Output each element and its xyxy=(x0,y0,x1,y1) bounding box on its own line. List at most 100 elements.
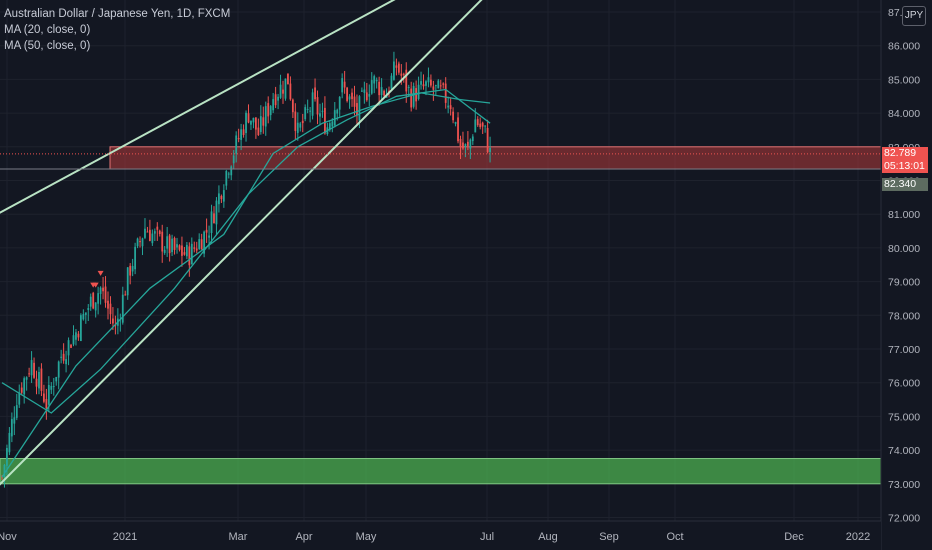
candle-body[interactable] xyxy=(13,417,16,424)
candle-body[interactable] xyxy=(208,235,210,238)
candle-body[interactable] xyxy=(198,239,201,249)
candle-body[interactable] xyxy=(43,393,45,402)
candle-body[interactable] xyxy=(341,78,344,93)
candle-body[interactable] xyxy=(393,61,395,80)
candle-body[interactable] xyxy=(104,286,107,303)
candle-body[interactable] xyxy=(363,89,366,93)
candle-body[interactable] xyxy=(358,96,361,121)
candle-body[interactable] xyxy=(153,231,156,234)
candle-body[interactable] xyxy=(70,344,72,348)
candle-body[interactable] xyxy=(151,233,154,244)
candle-body[interactable] xyxy=(462,142,464,149)
candle-body[interactable] xyxy=(471,136,474,142)
ma20-legend[interactable]: MA (20, close, 0) xyxy=(4,24,91,36)
candle-body[interactable] xyxy=(240,129,243,140)
candle-body[interactable] xyxy=(205,229,208,233)
candle-body[interactable] xyxy=(131,265,134,272)
candle-body[interactable] xyxy=(203,231,206,254)
candle-body[interactable] xyxy=(75,332,77,340)
candle-body[interactable] xyxy=(368,93,371,97)
candle-body[interactable] xyxy=(486,127,489,152)
candle-body[interactable] xyxy=(163,249,166,253)
candle-body[interactable] xyxy=(235,135,238,154)
candle-body[interactable] xyxy=(353,96,356,107)
candle-body[interactable] xyxy=(457,117,459,142)
candle-body[interactable] xyxy=(282,89,284,94)
candle-body[interactable] xyxy=(161,231,164,252)
candle-body[interactable] xyxy=(291,99,294,113)
candle-body[interactable] xyxy=(343,81,346,88)
candle-body[interactable] xyxy=(338,96,341,110)
candle-body[interactable] xyxy=(287,73,289,85)
candle-body[interactable] xyxy=(57,361,60,378)
candle-body[interactable] xyxy=(397,63,400,73)
candle-body[interactable] xyxy=(262,117,265,126)
candle-body[interactable] xyxy=(30,360,33,376)
candle-body[interactable] xyxy=(185,244,188,257)
candle-body[interactable] xyxy=(373,76,376,84)
candle-body[interactable] xyxy=(144,228,146,238)
candle-body[interactable] xyxy=(459,138,462,148)
candle-body[interactable] xyxy=(333,110,336,126)
candle-body[interactable] xyxy=(442,83,445,85)
candle-body[interactable] xyxy=(112,318,114,324)
candle-body[interactable] xyxy=(35,378,38,387)
candle-body[interactable] xyxy=(52,386,55,388)
candle-body[interactable] xyxy=(378,81,381,96)
candle-body[interactable] xyxy=(422,84,425,87)
candle-body[interactable] xyxy=(380,87,383,95)
candle-body[interactable] xyxy=(87,308,90,311)
candle-body[interactable] xyxy=(410,88,413,108)
candle-body[interactable] xyxy=(247,113,250,123)
candle-body[interactable] xyxy=(444,83,447,103)
candle-body[interactable] xyxy=(84,312,87,315)
currency-badge[interactable]: JPY xyxy=(902,6,926,26)
candle-body[interactable] xyxy=(405,69,408,92)
candle-body[interactable] xyxy=(351,92,353,100)
candle-body[interactable] xyxy=(33,362,35,378)
candle-body[interactable] xyxy=(107,300,109,309)
candle-body[interactable] xyxy=(474,119,477,133)
candle-body[interactable] xyxy=(257,127,260,135)
candle-body[interactable] xyxy=(272,99,275,111)
candle-body[interactable] xyxy=(213,213,215,224)
candle-body[interactable] xyxy=(176,244,178,248)
candle-body[interactable] xyxy=(316,97,319,115)
candle-body[interactable] xyxy=(301,120,304,124)
candle-body[interactable] xyxy=(370,80,373,94)
candle-body[interactable] xyxy=(183,252,186,255)
candle-body[interactable] xyxy=(454,122,457,124)
candle-body[interactable] xyxy=(18,392,21,405)
candle-body[interactable] xyxy=(232,155,235,164)
candle-body[interactable] xyxy=(15,405,18,418)
candle-body[interactable] xyxy=(296,122,299,133)
candle-body[interactable] xyxy=(82,314,85,320)
candle-body[interactable] xyxy=(6,447,8,466)
candle-body[interactable] xyxy=(439,85,442,87)
candle-body[interactable] xyxy=(72,335,75,345)
candle-body[interactable] xyxy=(328,123,331,130)
candle-body[interactable] xyxy=(218,193,220,205)
price-axis[interactable] xyxy=(881,0,932,550)
trend-line[interactable] xyxy=(0,0,483,487)
candle-body[interactable] xyxy=(284,78,287,99)
symbol-title[interactable]: Australian Dollar / Japanese Yen, 1D, FX… xyxy=(4,8,231,20)
candle-body[interactable] xyxy=(166,236,169,249)
candle-body[interactable] xyxy=(400,73,403,76)
candle-body[interactable] xyxy=(466,141,469,146)
candle-body[interactable] xyxy=(121,294,124,323)
candle-body[interactable] xyxy=(434,85,437,87)
candle-body[interactable] xyxy=(225,170,228,186)
candle-body[interactable] xyxy=(348,96,351,100)
candle-body[interactable] xyxy=(311,92,314,116)
candle-body[interactable] xyxy=(200,239,203,250)
candle-body[interactable] xyxy=(346,87,348,102)
candle-body[interactable] xyxy=(464,144,467,147)
candle-body[interactable] xyxy=(264,106,267,127)
candle-body[interactable] xyxy=(158,230,161,235)
candle-body[interactable] xyxy=(375,79,378,82)
candle-body[interactable] xyxy=(277,96,279,101)
trend-line[interactable] xyxy=(0,0,409,214)
candle-body[interactable] xyxy=(20,387,23,393)
